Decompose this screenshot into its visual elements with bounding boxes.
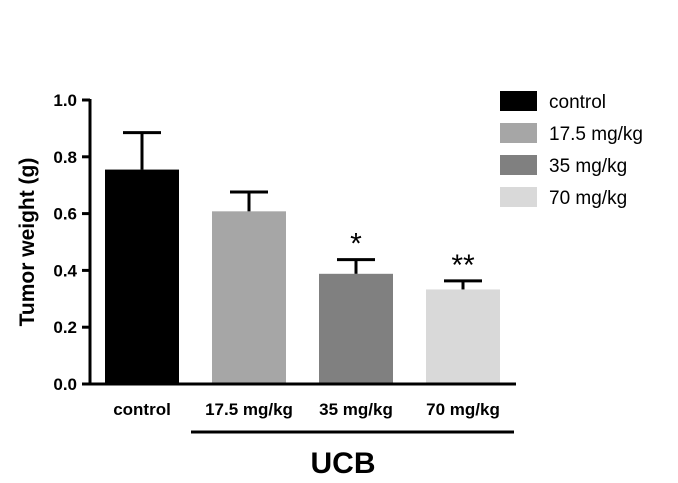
legend-swatch — [500, 123, 537, 143]
legend-label: 70 mg/kg — [549, 188, 627, 209]
x-tick-label: 17.5 mg/kg — [205, 400, 293, 419]
y-tick-label: 0.2 — [53, 318, 77, 337]
bars: *** — [105, 131, 500, 384]
y-tick-label: 0.8 — [53, 148, 77, 167]
significance-mark: * — [350, 228, 362, 261]
legend-item: control — [500, 91, 606, 113]
error-bar — [337, 258, 375, 274]
legend-item: 17.5 mg/kg — [500, 123, 643, 145]
bar — [212, 211, 286, 384]
x-tick-label: 70 mg/kg — [426, 400, 500, 419]
legend-swatch — [500, 91, 537, 111]
legend-label: control — [549, 92, 606, 113]
y-tick-label: 0.0 — [53, 375, 77, 394]
legend-label: 35 mg/kg — [549, 156, 627, 177]
y-tick-label: 0.6 — [53, 205, 77, 224]
x-axis: control 17.5 mg/kg 35 mg/kg 70 mg/kg — [90, 382, 516, 419]
bar — [319, 273, 393, 384]
error-bar — [444, 279, 482, 290]
legend-label: 17.5 mg/kg — [549, 124, 643, 145]
x-tick-label: control — [113, 400, 171, 419]
bar — [105, 169, 179, 384]
significance-mark: ** — [451, 249, 475, 282]
x-tick-label: 35 mg/kg — [319, 400, 393, 419]
y-axis-title: Tumor weight (g) — [16, 158, 39, 327]
legend-item: 35 mg/kg — [500, 155, 627, 177]
bar — [426, 289, 500, 384]
legend-swatch — [500, 155, 537, 175]
legend: control 17.5 mg/kg 35 mg/kg 70 mg/kg — [500, 91, 643, 209]
legend-item: 70 mg/kg — [500, 187, 627, 209]
error-bar — [230, 190, 268, 212]
error-bar — [123, 131, 161, 170]
group-label: UCB — [311, 447, 376, 480]
y-axis: 0.0 0.2 0.4 0.6 0.8 1.0 — [53, 91, 92, 394]
legend-swatch — [500, 187, 537, 207]
y-tick-label: 1.0 — [53, 91, 77, 110]
y-tick-label: 0.4 — [53, 261, 77, 280]
